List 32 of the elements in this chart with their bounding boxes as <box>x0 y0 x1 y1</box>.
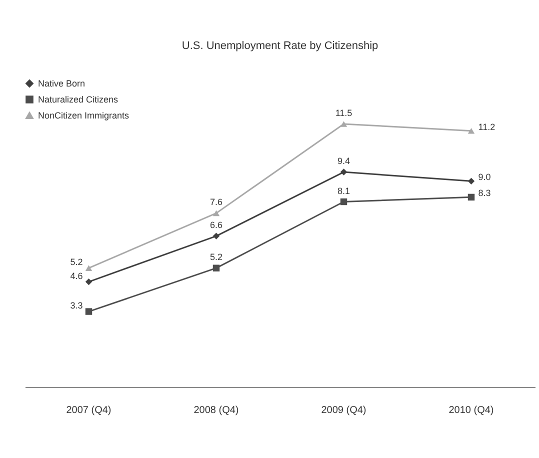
data-label: 9.4 <box>337 156 350 166</box>
legend-label: Naturalized Citizens <box>38 94 119 104</box>
data-label: 5.2 <box>210 252 223 262</box>
data-label: 8.3 <box>478 188 491 198</box>
data-label: 5.2 <box>70 257 83 268</box>
point <box>85 265 92 271</box>
point <box>212 232 220 240</box>
data-label: 11.5 <box>335 108 352 118</box>
data-label: 6.6 <box>210 220 223 230</box>
data-label: 8.1 <box>337 186 350 196</box>
data-label: 11.2 <box>478 122 496 132</box>
data-label: 3.3 <box>70 300 83 311</box>
x-tick-label: 2007 (Q4) <box>66 405 112 416</box>
point <box>468 128 475 134</box>
x-tick-label: 2009 (Q4) <box>321 405 366 416</box>
x-tick-label: 2008 (Q4) <box>194 405 239 416</box>
chart-title: U.S. Unemployment Rate by Citizenship <box>182 40 378 52</box>
data-label: 4.6 <box>70 270 83 281</box>
point <box>468 178 475 185</box>
point <box>340 168 348 176</box>
x-tick-label: 2010 (Q4) <box>448 405 494 416</box>
point <box>85 308 92 315</box>
data-label: 7.6 <box>210 197 223 208</box>
point <box>212 264 220 272</box>
point <box>468 194 475 201</box>
legend-label: NonCitizen Immigrants <box>38 110 130 120</box>
point <box>212 210 220 216</box>
point <box>85 278 92 286</box>
point <box>340 121 348 127</box>
data-label: 9.0 <box>478 172 491 182</box>
point <box>340 198 348 206</box>
legend-label: Native Born <box>38 78 86 88</box>
